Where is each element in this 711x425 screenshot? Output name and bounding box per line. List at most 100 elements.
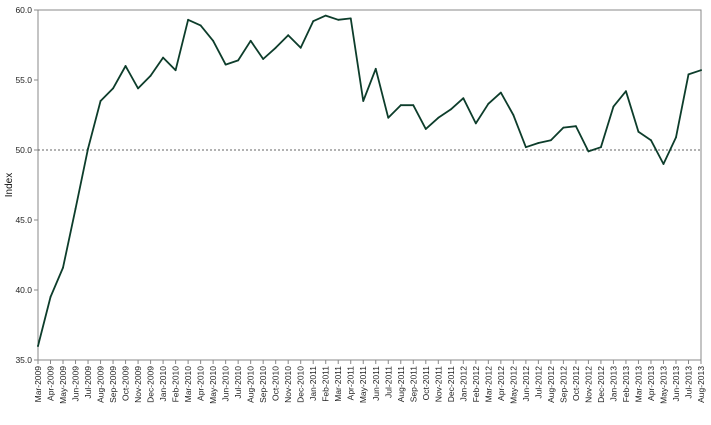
series-layer [37, 14, 702, 347]
x-tick-label: Nov-2012 [583, 366, 593, 403]
data-point [187, 18, 190, 21]
data-point [474, 122, 477, 125]
y-tick-label: 55.0 [15, 75, 32, 85]
x-tick-label: Apr-2009 [46, 366, 56, 401]
x-tick-label: Mar-2011 [333, 366, 343, 402]
x-tick-label: Jan-2011 [308, 366, 318, 401]
x-tick-label: Apr-2010 [196, 366, 206, 401]
data-point [600, 146, 602, 149]
data-point [74, 207, 77, 210]
x-tick-label: Mar-2013 [633, 366, 643, 403]
x-tick-label: Sep-2012 [558, 366, 568, 403]
x-tick-label: Aug-2013 [696, 366, 706, 403]
x-tick-label: Jun-2010 [221, 366, 231, 402]
data-point [49, 296, 52, 298]
data-point [112, 87, 114, 90]
data-point [249, 39, 252, 42]
x-tick-label: Feb-2013 [621, 366, 631, 403]
x-tick-label: Mar-2009 [33, 366, 43, 403]
data-point [287, 34, 290, 37]
data-point [612, 105, 615, 108]
data-point [499, 91, 502, 94]
x-tick-label: May-2012 [508, 366, 518, 404]
data-point [449, 108, 452, 111]
series-line [37, 14, 702, 347]
y-tick-label: 40.0 [15, 285, 32, 295]
data-point [99, 100, 102, 102]
data-point [62, 266, 64, 269]
plot-frame [37, 9, 702, 361]
x-tick-label: Apr-2013 [646, 366, 656, 401]
x-tick-label: Nov-2010 [283, 366, 293, 403]
data-point [149, 74, 152, 77]
x-tick-label: Jan-2012 [458, 366, 468, 402]
x-tick-label: Jun-2013 [671, 366, 681, 402]
y-tick-label: 45.0 [15, 215, 32, 225]
data-point [237, 59, 240, 62]
x-tick-label: Feb-2011 [321, 366, 331, 402]
x-tick-label: May-2009 [58, 366, 68, 404]
x-tick-label: Jun-2012 [521, 366, 531, 402]
data-point [662, 163, 665, 165]
data-point [687, 73, 690, 76]
x-tick-label: Oct-2011 [421, 366, 431, 401]
x-tick-label: Dec-2010 [296, 366, 306, 403]
x-tick-label: Dec-2009 [146, 366, 156, 403]
data-point [324, 14, 327, 17]
x-tick-label: Aug-2009 [96, 366, 106, 403]
data-point [374, 67, 377, 70]
data-point [199, 24, 202, 27]
x-tick-label: Feb-2012 [471, 366, 481, 403]
data-point [162, 56, 164, 59]
x-tick-label: Jun-2011 [371, 366, 381, 401]
y-tick-label: 50.0 [15, 145, 32, 155]
data-point [362, 100, 365, 102]
data-point [487, 102, 490, 105]
data-point [587, 150, 590, 153]
data-point [412, 104, 415, 107]
x-tick-labels: Mar-2009 Apr-2009 May-2009 Jun-2009 Jul-2009… [33, 366, 706, 404]
y-tick-label: 35.0 [15, 355, 32, 365]
x-tick-label: Apr-2011 [346, 366, 356, 401]
x-tick-label: Apr-2012 [496, 366, 506, 401]
x-tick-label: Dec-2012 [596, 366, 606, 403]
x-tick-label: Mar-2012 [483, 366, 493, 403]
data-point [37, 345, 39, 347]
data-point [575, 125, 577, 128]
data-point [224, 63, 227, 66]
data-point [387, 116, 390, 119]
data-point [437, 116, 440, 119]
x-tick-label: Feb-2010 [171, 366, 181, 403]
x-tick-label: Jul-2012 [533, 366, 543, 399]
x-tick-label: Dec-2011 [446, 366, 456, 402]
x-tick-label: Sep-2011 [408, 366, 418, 403]
x-tick-label: May-2013 [658, 366, 668, 404]
data-point [262, 58, 265, 60]
x-tick-label: Nov-2011 [433, 366, 443, 402]
data-point [312, 20, 315, 23]
data-point [637, 130, 640, 133]
x-tick-label: Jan-2013 [608, 366, 618, 402]
data-point [650, 139, 652, 142]
data-point [537, 142, 540, 144]
x-tick-label: Sep-2009 [108, 366, 118, 403]
data-point [512, 114, 515, 116]
data-point [524, 146, 527, 149]
x-tick-label: Jul-2009 [83, 366, 93, 399]
x-tick-label: Jul-2011 [383, 366, 393, 398]
data-point [349, 17, 352, 20]
data-point [424, 128, 427, 130]
data-point [337, 18, 340, 21]
x-tick-label: Mar-2010 [183, 366, 193, 403]
y-axis-label: Index [4, 173, 15, 197]
x-tick-label: Sep-2010 [258, 366, 268, 403]
data-point [462, 97, 465, 100]
y-tick-labels: 35.0 40.0 45.0 50.0 55.0 60.0 [15, 5, 32, 365]
data-point [299, 46, 302, 49]
data-point [675, 136, 677, 139]
x-tick-label: Jun-2009 [71, 366, 81, 402]
data-point [562, 126, 565, 129]
data-point [212, 39, 215, 42]
